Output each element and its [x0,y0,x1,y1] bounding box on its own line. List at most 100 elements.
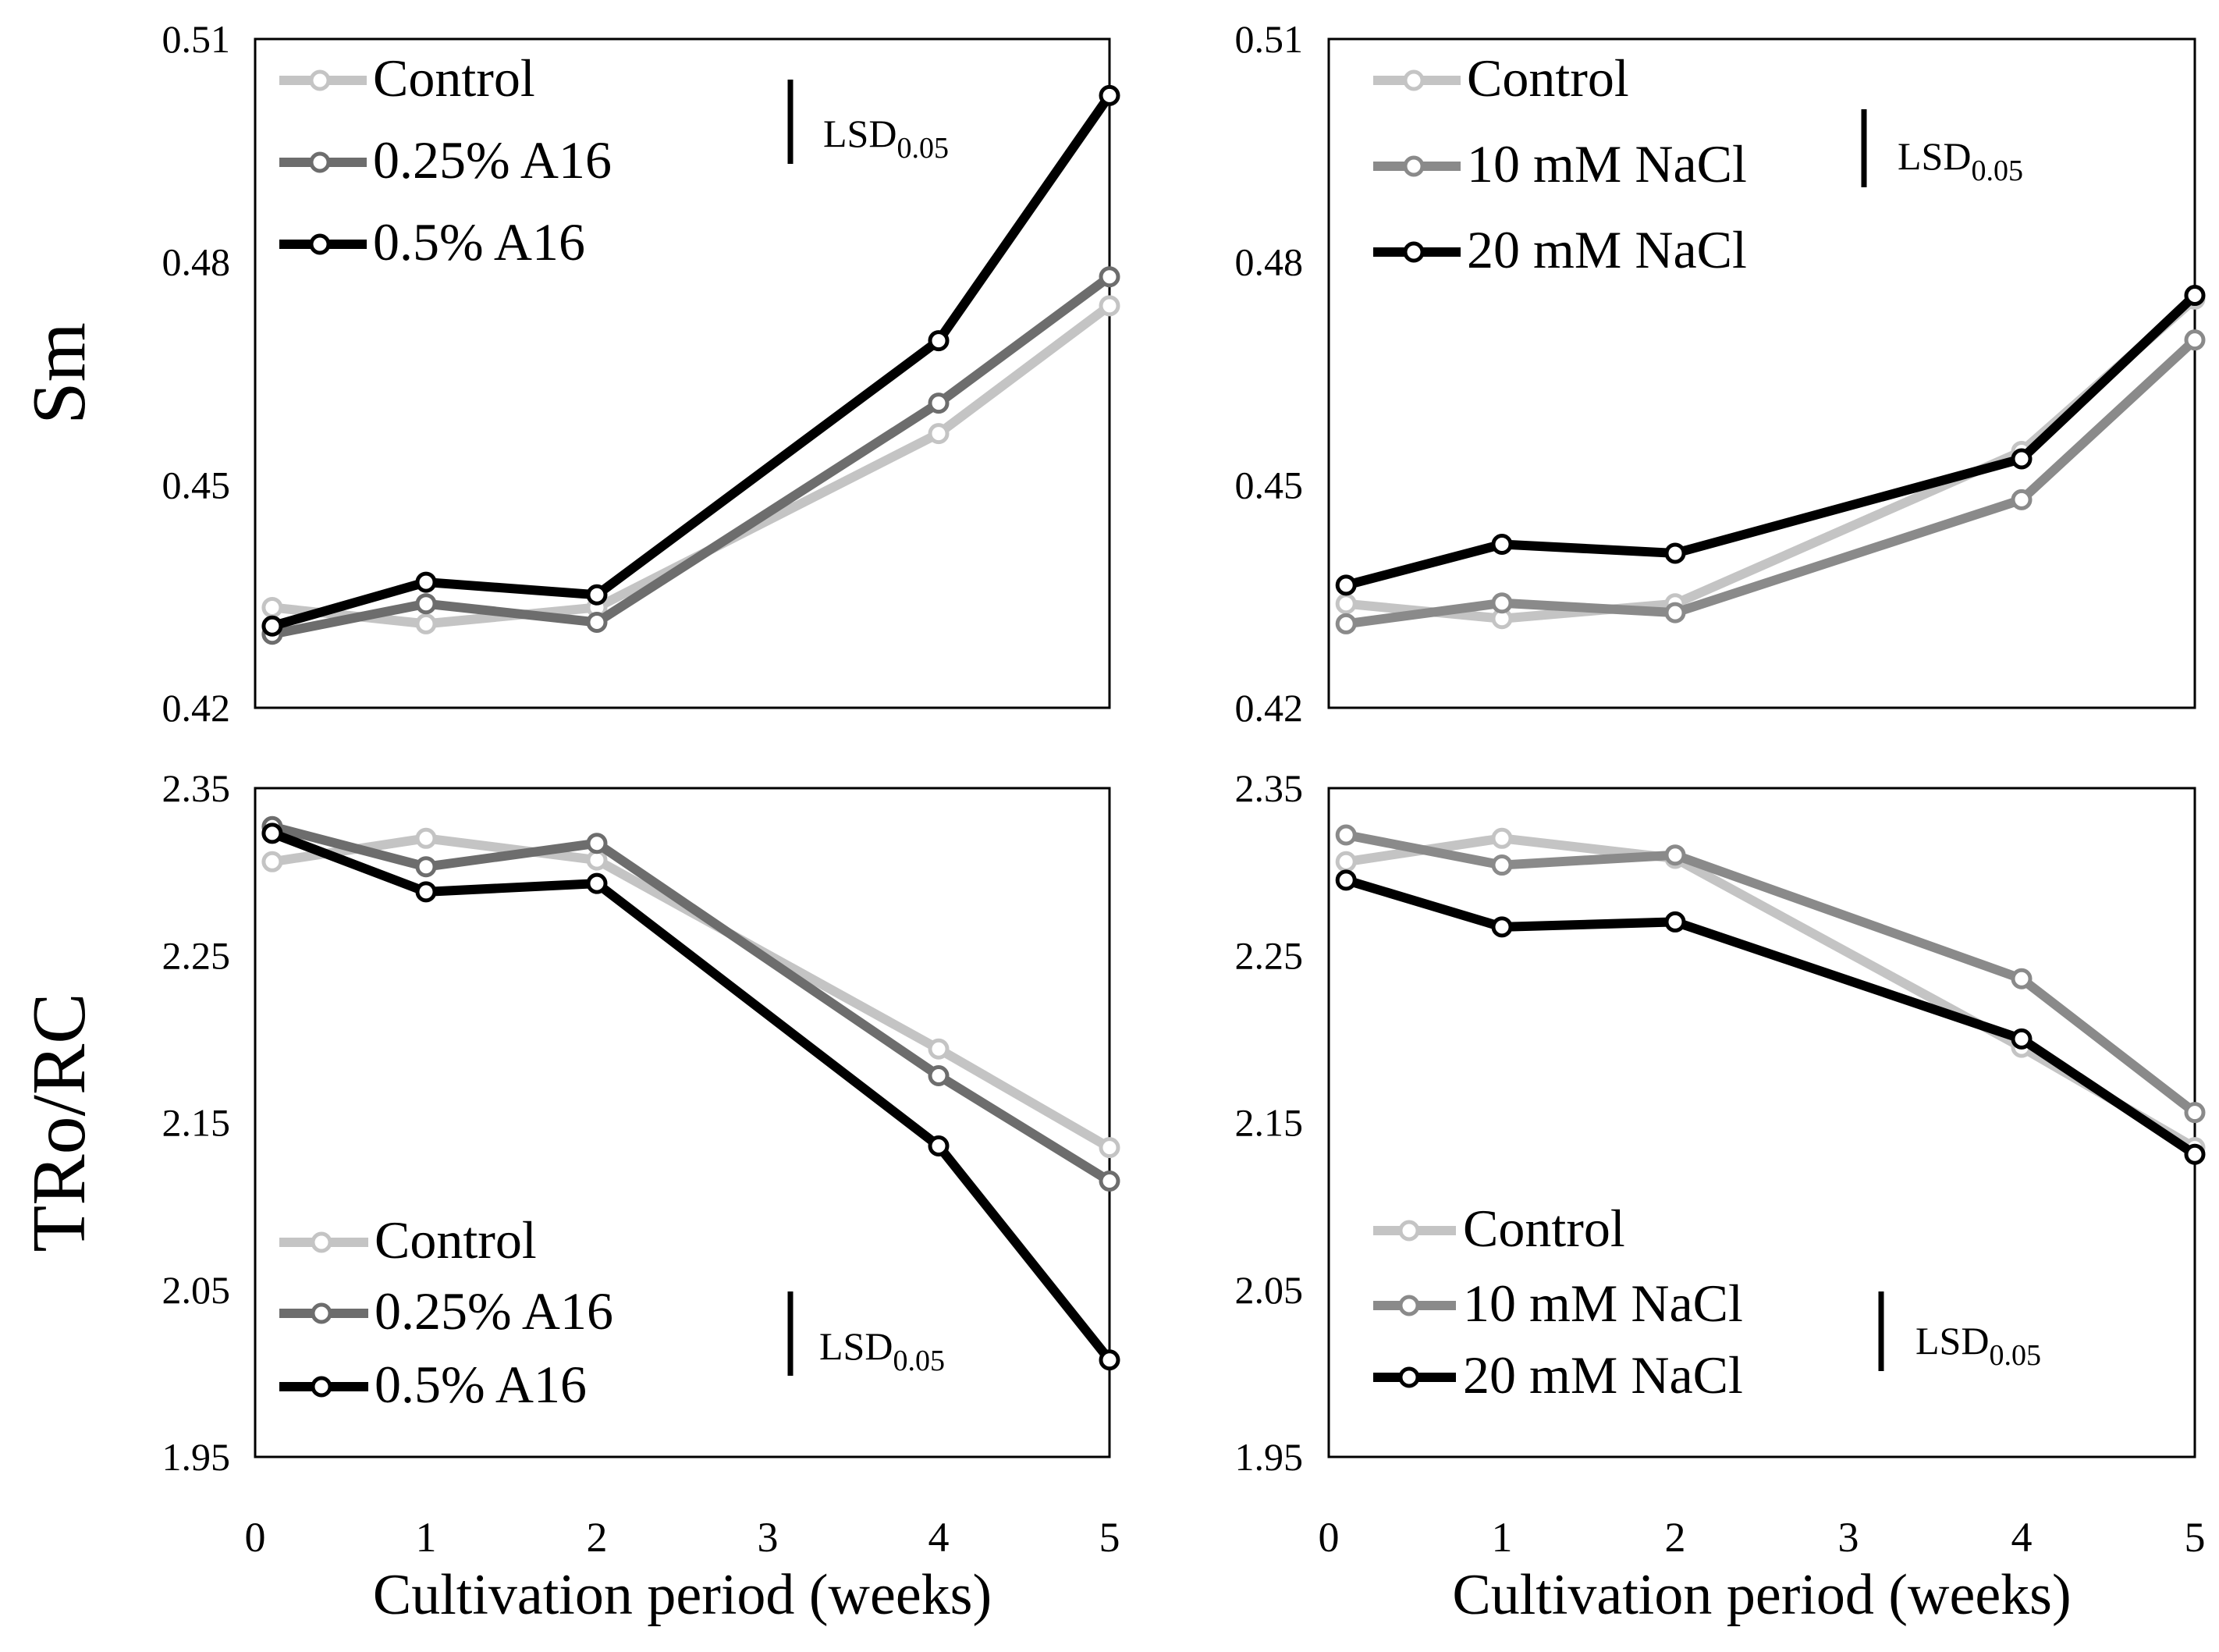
series-line [272,302,1113,629]
data-point [1491,916,1513,938]
x-tick-label: 3 [758,1514,779,1561]
series-2 [261,822,1120,1371]
lsd-label: LSD0.05 [823,112,949,165]
data-point [415,856,437,878]
data-point [2011,488,2033,510]
data-point [586,611,608,633]
series-0 [1335,827,2206,1159]
x-tick-label: 2 [587,1514,608,1561]
chart-panel-tro-a16: 2.35 2.25 2.15 2.05 1.95 0 1 2 3 4 5 Control 0.25% A… [17,766,1120,1627]
data-point [415,593,437,615]
legend-label: 10 mM NaCl [1463,1274,1743,1333]
x-tick-label: 5 [2185,1514,2206,1561]
y-tick-label: 0.48 [1235,240,1304,284]
data-point [928,1065,950,1087]
plot-frame [254,787,1111,1458]
data-point [1335,574,1357,596]
data-point [261,822,283,844]
data-point [1099,84,1120,106]
lsd-label: LSD0.05 [819,1324,945,1377]
data-point [1491,592,1513,614]
data-point [2184,285,2206,307]
y-tick-label: 2.05 [1235,1268,1304,1312]
x-tick-label: 4 [2011,1514,2033,1561]
data-point [1664,911,1686,933]
data-point [2011,448,2033,470]
data-point [1335,824,1357,846]
y-axis-label: Sm [17,322,101,425]
legend-marker [1398,1295,1420,1316]
data-point [1491,827,1513,849]
y-tick-label: 2.05 [162,1268,231,1312]
data-point [928,330,950,352]
legend-label: 20 mM NaCl [1463,1345,1743,1405]
data-point [2011,968,2033,989]
data-point [586,584,608,606]
data-point [261,615,283,637]
data-point [1491,534,1513,556]
chart-panel-sm-a16: 0.51 0.48 0.45 0.42 Control 0.25% A16 0.5% A16… [17,17,1120,730]
series-1 [261,815,1120,1192]
legend-label: 0.25% A16 [373,130,612,190]
lsd-subscript: 0.05 [1971,155,2023,187]
series-0 [261,827,1120,1159]
y-tick-label: 0.42 [162,686,231,730]
legend-label: 0.5% A16 [375,1355,587,1414]
y-tick-label: 2.15 [162,1101,231,1145]
data-point [2184,329,2206,351]
series-line [1344,292,2199,590]
data-point [1335,851,1357,872]
legend-marker [1403,155,1425,177]
x-tick-label: 1 [416,1514,437,1561]
data-point [261,596,283,618]
series-1 [1335,824,2206,1124]
y-tick-label: 2.35 [1235,766,1304,810]
x-tick-label: 1 [1492,1514,1513,1561]
y-tick-label: 2.35 [162,766,231,810]
legend-marker [309,233,331,255]
data-point [1664,542,1686,564]
data-point [928,1135,950,1156]
data-point [928,423,950,445]
data-point [415,827,437,849]
data-point [1099,1170,1120,1192]
legend-marker [309,151,331,173]
x-tick-label: 0 [1319,1514,1340,1561]
data-point [2184,1102,2206,1124]
legend-marker [309,69,331,91]
x-axis-label: Cultivation period (weeks) [373,1563,992,1627]
lsd-label: LSD0.05 [1915,1319,2041,1372]
lsd-subscript: 0.05 [1989,1339,2041,1372]
y-tick-label: 0.48 [162,240,231,284]
plot-frame [1327,37,2196,709]
series-1 [261,266,1120,645]
data-point [261,851,283,872]
legend-marker [1398,1366,1420,1388]
legend-marker [311,1302,332,1324]
data-point [1664,602,1686,623]
legend-marker [311,1376,332,1398]
series-line [1345,336,2199,629]
y-tick-label: 0.42 [1235,686,1304,730]
x-tick-label: 5 [1099,1514,1120,1561]
series-0 [261,295,1120,634]
data-point [415,881,437,903]
data-point [1335,593,1357,615]
y-tick-label: 2.15 [1235,1101,1304,1145]
series-1 [1335,329,2206,634]
y-axis-label: TRo/RC [17,993,101,1252]
series-2 [1335,285,2206,596]
data-point [1335,613,1357,634]
y-tick-label: 0.45 [162,463,231,506]
data-point [586,849,608,871]
plot-frame [254,37,1111,709]
y-tick-label: 0.51 [162,17,231,61]
legend-marker [1398,1220,1420,1242]
x-axis-label: Cultivation period (weeks) [1452,1563,2071,1627]
data-point [1335,869,1357,891]
x-tick-label: 4 [928,1514,950,1561]
lsd-subscript: 0.05 [893,1345,945,1377]
legend-label: 0.5% A16 [373,212,585,272]
legend-label: 20 mM NaCl [1467,220,1747,279]
